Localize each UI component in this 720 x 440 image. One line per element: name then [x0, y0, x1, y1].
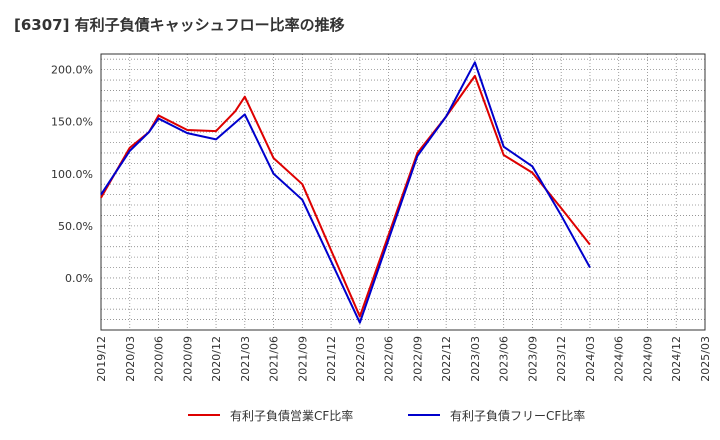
x-tick-label: 2020/09 [181, 336, 194, 382]
x-tick-label: 2020/12 [210, 336, 223, 382]
x-tick-label: 2024/09 [641, 336, 654, 382]
x-tick-label: 2020/03 [124, 336, 137, 382]
chart-title: [6307] 有利子負債キャッシュフロー比率の推移 [14, 16, 345, 34]
y-tick-label: 0.0% [65, 272, 93, 285]
legend: 有利子負債営業CF比率 有利子負債フリーCF比率 [188, 408, 585, 423]
x-tick-label: 2020/06 [153, 336, 166, 382]
y-axis-ticks: 200.0% 150.0% 100.0% 50.0% 0.0% [51, 64, 93, 285]
x-tick-label: 2024/06 [613, 336, 626, 382]
y-tick-label: 50.0% [58, 220, 93, 233]
x-tick-label: 2023/06 [498, 336, 511, 382]
x-tick-label: 2022/09 [411, 336, 424, 382]
x-axis-ticks: 2019/12 2020/03 2020/06 2020/09 2020/12 2021/… [95, 336, 712, 382]
y-tick-label: 100.0% [51, 168, 93, 181]
x-tick-label: 2023/03 [469, 336, 482, 382]
y-tick-label: 200.0% [51, 64, 93, 77]
x-tick-label: 2024/03 [584, 336, 597, 382]
x-tick-label: 2021/06 [268, 336, 281, 382]
series-lines [100, 61, 591, 324]
x-tick-label: 2022/12 [440, 336, 453, 382]
legend-label-2: 有利子負債フリーCF比率 [450, 408, 585, 423]
x-tick-label: 2022/03 [354, 336, 367, 382]
x-tick-label: 2021/12 [325, 336, 338, 382]
legend-label-1: 有利子負債営業CF比率 [230, 408, 353, 423]
x-tick-label: 2024/12 [670, 336, 683, 382]
x-tick-label: 2023/12 [555, 336, 568, 382]
plot-frame [100, 53, 706, 331]
x-tick-label: 2019/12 [95, 336, 108, 382]
x-tick-label: 2021/09 [296, 336, 309, 382]
grid-lines [101, 54, 705, 330]
x-tick-label: 2022/06 [383, 336, 396, 382]
x-tick-label: 2025/03 [699, 336, 712, 382]
y-tick-label: 150.0% [51, 116, 93, 129]
series-line-2 [100, 61, 591, 324]
x-tick-label: 2023/09 [526, 336, 539, 382]
x-tick-label: 2021/03 [239, 336, 252, 382]
series-line-1 [100, 74, 591, 318]
